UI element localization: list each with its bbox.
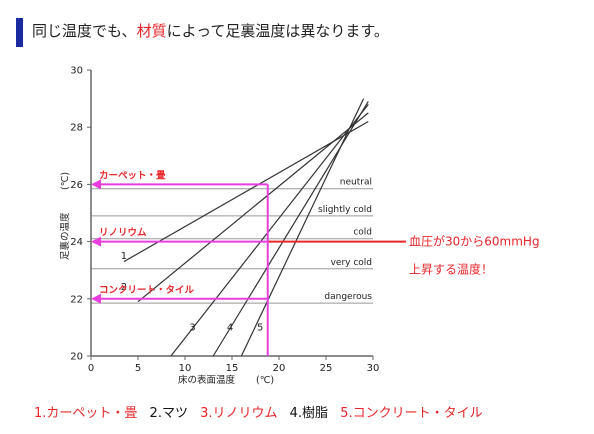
x-tick-label-3: 15 [226,363,239,374]
reference-label-2: cold [353,228,372,238]
y-tick-label-5: 30 [70,66,83,77]
series-line-1 [123,120,369,263]
x-tick-label-4: 20 [273,363,286,374]
title-before: 同じ温度でも、 [32,22,137,40]
y-tick-label-1: 22 [70,294,83,305]
material-legend: 1.カーペット・畳 2.マツ 3.リノリウム 4.樹脂 5.コンクリート・タイル [34,402,491,421]
reference-label-0: neutral [340,178,372,188]
x-axis-unit: (℃) [256,375,274,386]
reference-label-4: dangerous [324,292,372,302]
legend-item-1: 1.カーペット・畳 [34,406,138,421]
series-line-2 [137,112,369,303]
series-label-2: 2 [121,282,127,293]
x-axis-label: 床の表面温度 [178,374,236,386]
reference-label-1: slightly cold [318,205,372,215]
x-tick-label-2: 10 [179,363,192,374]
highlight-label-0: カーペット・畳 [99,170,166,181]
y-tick-label-4: 28 [70,123,83,134]
legend-item-3: 3.リノリウム [200,406,278,421]
legend-item-5: 5.コンクリート・タイル [340,406,483,421]
x-tick-label-6: 30 [367,363,380,374]
title-after: によって足裏温度は異なります。 [166,22,389,40]
x-tick-label-1: 5 [135,363,141,374]
annotation-line-1: 血圧が30から60mmHg [409,234,540,249]
series-label-1: 1 [121,251,127,262]
y-axis-unit: (℃) [60,172,71,190]
y-tick-label-3: 26 [70,180,83,191]
legend-item-4: 4.樹脂 [289,406,329,421]
series-label-4: 4 [227,322,233,333]
series-line-5 [240,98,365,357]
series-line-3 [170,103,369,357]
title-accent-bar [16,18,23,47]
page-title: 同じ温度でも、材質によって足裏温度は異なります。 [32,20,389,41]
title-highlight: 材質 [136,22,167,40]
legend-item-2: 2.マツ [149,406,188,421]
highlight-label-1: リノリウム [99,228,147,239]
y-tick-label-2: 24 [70,237,83,248]
annotation-line-2: 上昇する温度！ [409,262,493,277]
series-label-3: 3 [189,322,195,333]
series-line-4 [212,101,369,357]
highlight-arrow-0 [91,179,101,190]
highlight-arrow-1 [91,236,101,247]
highlight-label-2: コンクリート・タイル [99,284,195,296]
x-tick-label-5: 25 [320,363,333,374]
reference-label-3: very cold [331,258,372,268]
y-axis-label: 足裏の温度 [59,212,71,260]
y-tick-label-0: 20 [70,352,83,363]
series-label-5: 5 [257,322,263,333]
x-tick-label-0: 0 [88,363,94,374]
highlight-arrow-2 [91,293,101,304]
